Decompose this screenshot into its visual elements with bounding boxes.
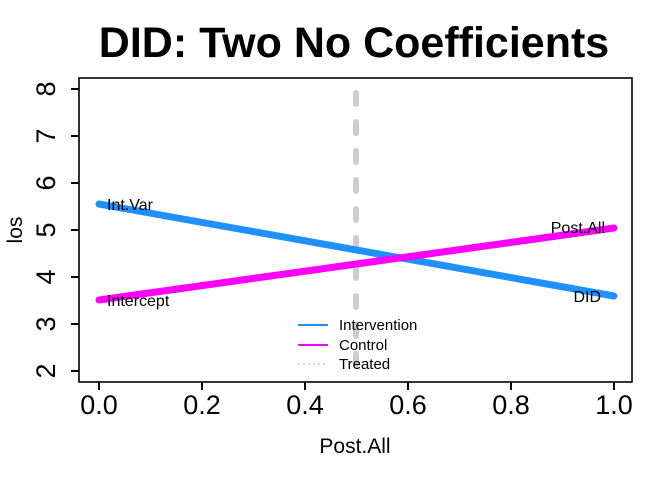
y-tick-label: 7 (31, 128, 61, 143)
y-tick-label: 4 (31, 269, 61, 284)
x-tick-label: 0.0 (80, 390, 118, 420)
intervention-line (95, 200, 618, 300)
chart-title: DID: Two No Coefficients (99, 19, 609, 67)
label-intercept: Intercept (107, 293, 170, 310)
x-tick-label: 1.0 (595, 390, 633, 420)
x-tick-label: 0.8 (492, 390, 530, 420)
y-tick-label: 2 (31, 363, 61, 378)
y-tick-label: 6 (31, 175, 61, 190)
legend-label-control: Control (339, 337, 387, 354)
legend-label-treated: Treated (339, 356, 390, 373)
x-tick-label: 0.4 (286, 390, 324, 420)
y-axis-title: los (4, 217, 27, 244)
y-tick-label: 3 (31, 316, 61, 331)
control-line (95, 224, 618, 304)
label-did: DID (573, 289, 601, 306)
legend-label-intervention: Intervention (339, 317, 417, 334)
y-tick-label: 8 (31, 81, 61, 96)
label-post-all: Post.All (551, 220, 605, 237)
label-int-var: Int.Var (107, 197, 154, 214)
legend: Intervention Control Treated (298, 317, 417, 373)
y-tick-label: 5 (31, 222, 61, 237)
x-axis-title: Post.All (319, 435, 390, 458)
x-tick-label: 0.6 (389, 390, 427, 420)
x-tick-label: 0.2 (183, 390, 221, 420)
